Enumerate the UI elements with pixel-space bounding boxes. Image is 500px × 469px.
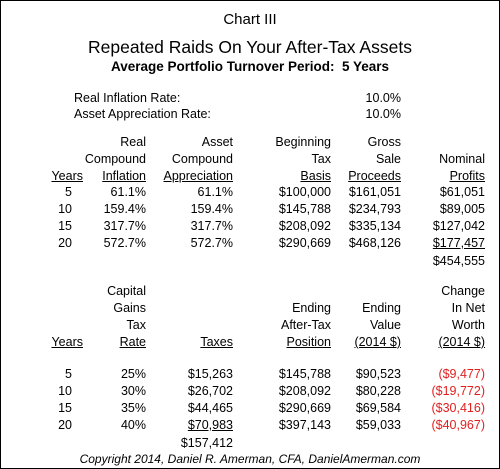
title: Chart III — [223, 11, 277, 28]
column-header: Basis — [300, 169, 331, 183]
column-header: (2014 $) — [354, 335, 401, 349]
column-header: Appreciation — [163, 169, 234, 183]
column-header: Taxes — [200, 335, 233, 349]
column-header: Compound — [171, 152, 233, 166]
column-header: Compound — [84, 152, 146, 166]
cell: ($9,477) — [438, 367, 485, 381]
cell: ($19,772) — [431, 384, 485, 398]
column-header: Real — [120, 135, 146, 149]
cell: $468,126 — [348, 236, 401, 250]
column-header: Beginning — [275, 135, 331, 149]
subtitle: Average Portfolio Turnover Period: 5 Yea… — [110, 59, 390, 74]
rate-label: Real Inflation Rate: — [74, 91, 181, 105]
cell: 317.7% — [190, 219, 233, 233]
column-header: After-Tax — [280, 318, 331, 332]
cell: 20 — [58, 236, 72, 250]
cell: 15 — [58, 401, 72, 415]
column-header: Ending — [292, 301, 331, 315]
rate-label: Asset Appreciation Rate: — [74, 107, 211, 121]
column-header: Inflation — [102, 169, 146, 183]
cell: $145,788 — [278, 367, 331, 381]
column-header: Position — [286, 335, 331, 349]
rate-value: 10.0% — [365, 107, 401, 121]
cell: 15 — [58, 219, 72, 233]
column-header: Capital — [107, 284, 146, 298]
column-header: Worth — [451, 318, 485, 332]
cell: $61,051 — [439, 185, 485, 199]
column-header: Tax — [311, 152, 331, 166]
cell: 40% — [120, 418, 146, 432]
column-header: Profits — [449, 169, 485, 183]
cell: $80,228 — [355, 384, 401, 398]
cell: $290,669 — [278, 401, 331, 415]
cell: 159.4% — [103, 202, 146, 216]
column-header: Value — [369, 318, 401, 332]
cell: 572.7% — [103, 236, 146, 250]
cell: $290,669 — [278, 236, 331, 250]
column-header: Asset — [201, 135, 233, 149]
cell: $90,523 — [355, 367, 401, 381]
column-header: Ending — [362, 301, 401, 315]
headline: Repeated Raids On Your After-Tax Assets — [88, 37, 412, 57]
column-header: Nominal — [439, 152, 485, 166]
cell: $69,584 — [355, 401, 401, 415]
column-header: Years — [51, 169, 83, 183]
cell: $59,033 — [355, 418, 401, 432]
cell: $208,092 — [278, 384, 331, 398]
cell: $127,042 — [432, 219, 485, 233]
cell: $145,788 — [278, 202, 331, 216]
total: $157,412 — [180, 436, 233, 450]
column-header: Gross — [367, 135, 401, 149]
cell: 159.4% — [190, 202, 233, 216]
cell: $44,465 — [187, 401, 233, 415]
cell: 35% — [120, 401, 146, 415]
cell: $208,092 — [278, 219, 331, 233]
column-header: Gains — [113, 301, 146, 315]
cell: $161,051 — [348, 185, 401, 199]
column-header: (2014 $) — [438, 335, 485, 349]
cell: 30% — [120, 384, 146, 398]
cell: 10 — [58, 202, 72, 216]
footer: Copyright 2014, Daniel R. Amerman, CFA, … — [79, 452, 421, 466]
cell: $70,983 — [187, 418, 233, 432]
column-header: Sale — [375, 152, 401, 166]
cell: 25% — [120, 367, 146, 381]
column-header: In Net — [451, 301, 485, 315]
cell: $177,457 — [432, 236, 485, 250]
column-header: Rate — [119, 335, 146, 349]
total: $454,555 — [432, 254, 485, 268]
cell: 61.1% — [197, 185, 233, 199]
cell: 572.7% — [190, 236, 233, 250]
column-header: Proceeds — [348, 169, 401, 183]
column-header: Tax — [126, 318, 146, 332]
cell: 61.1% — [110, 185, 146, 199]
rate-value: 10.0% — [365, 91, 401, 105]
column-header: Change — [441, 284, 485, 298]
cell: $26,702 — [187, 384, 233, 398]
cell: $100,000 — [278, 185, 331, 199]
cell: $234,793 — [348, 202, 401, 216]
cell: 10 — [58, 384, 72, 398]
cell: 317.7% — [103, 219, 146, 233]
column-header: Years — [51, 335, 83, 349]
cell: 5 — [65, 367, 72, 381]
cell: $89,005 — [439, 202, 485, 216]
cell: ($30,416) — [431, 401, 485, 415]
cell: $397,143 — [278, 418, 331, 432]
cell: 5 — [65, 185, 72, 199]
cell: $15,263 — [187, 367, 233, 381]
cell: $335,134 — [348, 219, 401, 233]
cell: ($40,967) — [431, 418, 485, 432]
cell: 20 — [58, 418, 72, 432]
